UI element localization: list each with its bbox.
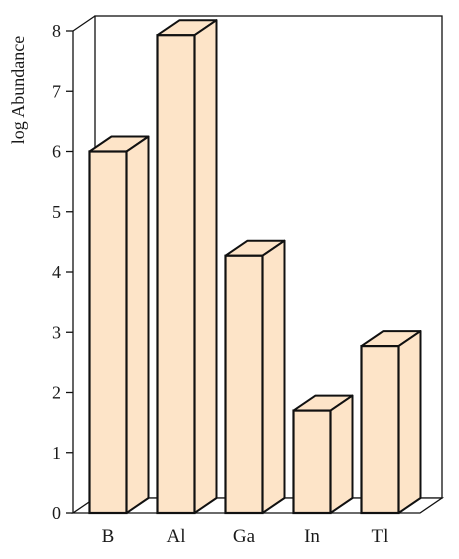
category-label-B: B xyxy=(102,526,115,547)
bar-In xyxy=(292,394,354,515)
y-tick-label-7: 7 xyxy=(52,81,61,101)
y-tick-label-0: 0 xyxy=(52,503,61,523)
category-label-Tl: Tl xyxy=(372,526,389,547)
y-tick-label-2: 2 xyxy=(52,383,61,403)
y-axis-ticks: 0 1 2 3 4 5 6 7 8 xyxy=(52,21,73,523)
bar-Ga xyxy=(224,239,286,515)
bar-side-Tl xyxy=(397,330,422,514)
category-label-Al: Al xyxy=(167,526,186,547)
frame-edge-top xyxy=(72,15,96,32)
y-tick-label-6: 6 xyxy=(52,142,61,162)
bar-Al xyxy=(156,19,218,515)
bar-side-In xyxy=(329,394,354,514)
bar-front-Ga xyxy=(224,254,264,515)
bar-side-Ga xyxy=(261,239,286,514)
bar-B xyxy=(88,135,150,515)
y-tick-label-1: 1 xyxy=(52,443,61,463)
bar-Tl xyxy=(360,330,422,515)
y-axis-title: log Abundance xyxy=(8,36,28,144)
y-tick-label-4: 4 xyxy=(52,262,61,282)
category-labels: B Al Ga In Tl xyxy=(102,526,389,547)
bar-side-B xyxy=(125,135,150,514)
y-tick-label-5: 5 xyxy=(52,202,61,222)
bar-front-B xyxy=(88,150,128,515)
bar-front-Al xyxy=(156,34,196,515)
y-tick-label-3: 3 xyxy=(52,322,61,342)
bar-front-In xyxy=(292,409,332,515)
y-tick-label-8: 8 xyxy=(52,21,61,41)
bar-side-Al xyxy=(193,19,218,514)
bars xyxy=(88,19,422,515)
category-label-In: In xyxy=(304,526,320,547)
category-label-Ga: Ga xyxy=(233,526,256,547)
bar-front-Tl xyxy=(360,345,400,515)
